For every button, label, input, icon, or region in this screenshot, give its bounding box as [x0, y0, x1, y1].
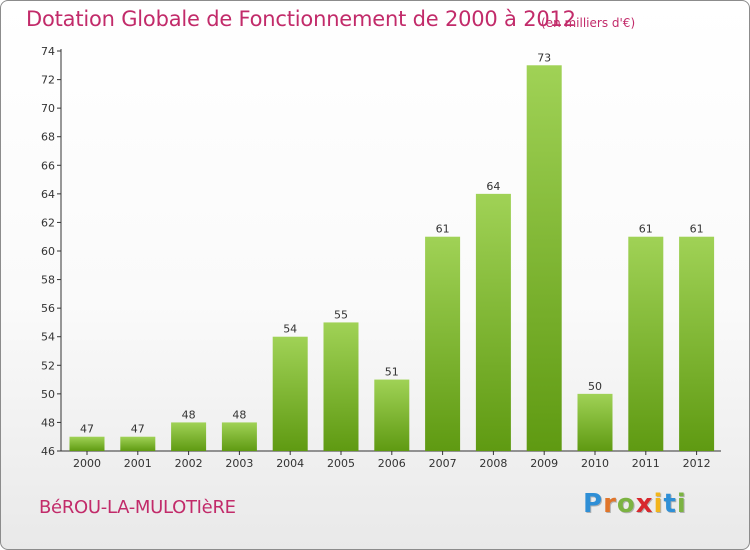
- chart-title: Dotation Globale de Fonctionnement de 20…: [26, 7, 576, 31]
- bar: [577, 393, 613, 451]
- chart-value-labels: 47 47 48 48 54 55 51 61 64 73 50 61 61: [80, 51, 704, 435]
- bar: [628, 236, 664, 451]
- bar-value-label: 61: [639, 223, 653, 236]
- bar: [679, 236, 715, 451]
- x-tick-label: 2012: [683, 457, 711, 470]
- bar: [475, 193, 511, 451]
- x-tick-label: 2009: [530, 457, 558, 470]
- y-tick-label: 72: [41, 74, 55, 87]
- y-tick-label: 74: [41, 45, 55, 58]
- bar-value-label: 47: [131, 423, 145, 436]
- x-tick-label: 2000: [73, 457, 101, 470]
- y-tick-label: 70: [41, 102, 55, 115]
- logo-letter: o: [616, 489, 636, 519]
- bar-value-label: 47: [80, 423, 94, 436]
- y-tick-label: 50: [41, 388, 55, 401]
- bar: [425, 236, 461, 451]
- bar: [272, 336, 308, 451]
- bar-value-label: 55: [334, 308, 348, 321]
- bar-value-label: 50: [588, 380, 602, 393]
- y-tick-label: 54: [41, 331, 55, 344]
- bar: [120, 436, 156, 451]
- chart-tick-labels: 46 48 50 52 54 56 58 60 62 64 66 68 70 72 74 2000 2001 20…: [41, 45, 711, 470]
- bar-value-label: 64: [486, 180, 500, 193]
- y-tick-label: 46: [41, 445, 55, 458]
- x-tick-label: 2010: [581, 457, 609, 470]
- y-tick-label: 58: [41, 274, 55, 287]
- x-tick-label: 2005: [327, 457, 355, 470]
- y-tick-label: 66: [41, 159, 55, 172]
- x-tick-label: 2006: [378, 457, 406, 470]
- commune-name: BéROU-LA-MULOTIèRE: [39, 497, 236, 518]
- bar-value-label: 48: [182, 408, 196, 421]
- y-tick-label: 56: [41, 302, 55, 315]
- x-tick-label: 2001: [124, 457, 152, 470]
- bar-value-label: 51: [385, 366, 399, 379]
- bar: [374, 379, 410, 451]
- y-tick-label: 52: [41, 359, 55, 372]
- x-tick-label: 2004: [276, 457, 304, 470]
- x-tick-label: 2007: [429, 457, 457, 470]
- bar-value-label: 48: [232, 408, 246, 421]
- bar-value-label: 61: [436, 223, 450, 236]
- bar: [69, 436, 105, 451]
- logo-letter: t: [663, 489, 677, 519]
- x-tick-label: 2008: [479, 457, 507, 470]
- chart-bars: [69, 65, 715, 452]
- logo-letter: P: [583, 489, 604, 519]
- bar-value-label: 54: [283, 323, 297, 336]
- x-tick-label: 2002: [175, 457, 203, 470]
- bar-value-label: 73: [537, 51, 551, 64]
- y-tick-label: 48: [41, 416, 55, 429]
- y-tick-label: 60: [41, 245, 55, 258]
- logo-letter: x: [635, 489, 654, 519]
- x-tick-label: 2011: [632, 457, 660, 470]
- y-tick-label: 68: [41, 131, 55, 144]
- y-tick-label: 64: [41, 188, 55, 201]
- logo-letter: r: [603, 489, 617, 519]
- bar: [171, 422, 207, 451]
- bar: [323, 322, 359, 451]
- logo-letter: i: [676, 489, 687, 519]
- bar: [221, 422, 257, 451]
- proxiti-logo: Proxiti: [583, 489, 687, 519]
- x-tick-label: 2003: [225, 457, 253, 470]
- logo-letter: i: [653, 489, 664, 519]
- bar: [526, 65, 562, 452]
- chart-subtitle: (en milliers d'€): [541, 16, 636, 30]
- bar-value-label: 61: [690, 223, 704, 236]
- y-tick-label: 62: [41, 216, 55, 229]
